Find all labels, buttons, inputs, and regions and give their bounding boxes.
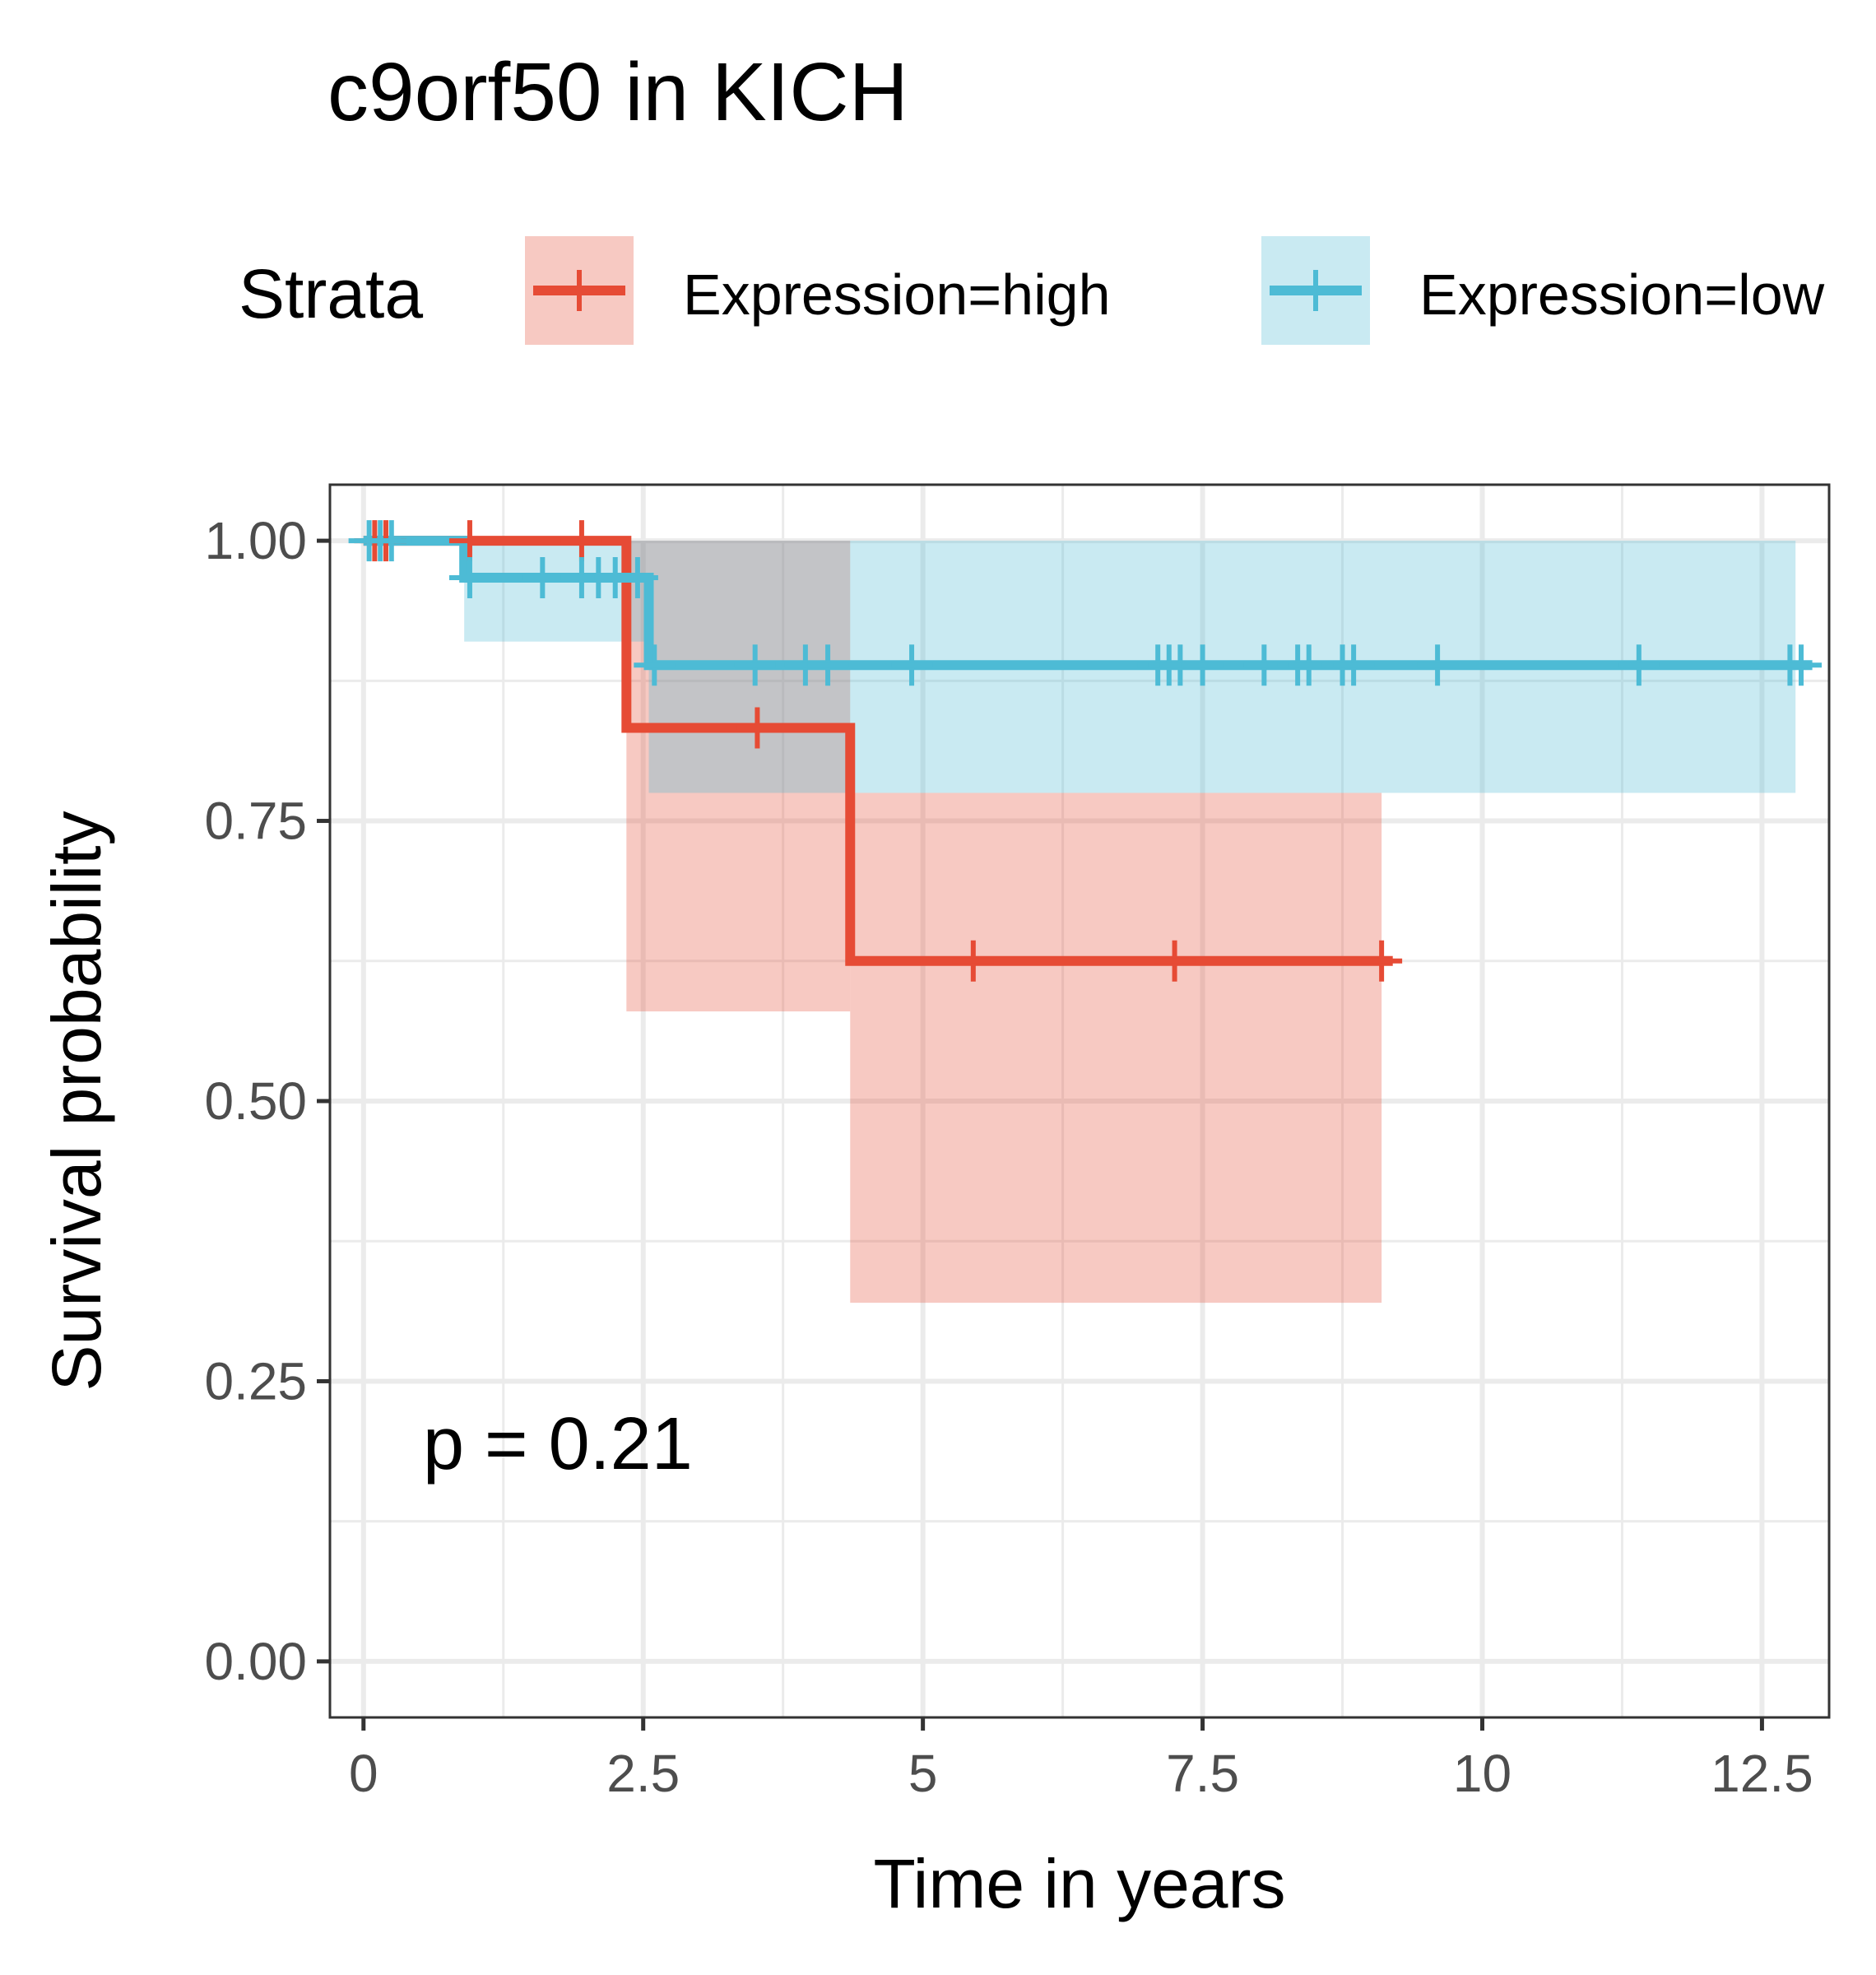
legend-label: Expression=high xyxy=(683,263,1111,327)
p-value-annotation: p = 0.21 xyxy=(423,1403,693,1485)
confidence-band xyxy=(464,541,649,642)
confidence-band xyxy=(850,792,1382,1304)
y-tick-label: 1.00 xyxy=(204,511,307,570)
legend: Strata Expression=high Expression=low xyxy=(239,236,1825,345)
x-tick-label: 7.5 xyxy=(1166,1744,1239,1803)
legend-title: Strata xyxy=(239,255,423,332)
x-tick-label: 12.5 xyxy=(1711,1744,1813,1803)
y-tick-label: 0.75 xyxy=(204,792,307,851)
y-axis-title: Survival probability xyxy=(38,811,115,1392)
chart-title: c9orf50 in KICH xyxy=(327,46,908,138)
x-tick-label: 2.5 xyxy=(606,1744,680,1803)
confidence-band xyxy=(626,541,851,1012)
y-tick-label: 0.00 xyxy=(204,1632,307,1691)
axes: 0 2.5 5 7.5 10 12.5 0.00 0.25 0.50 0.75 1.00 xyxy=(204,511,1813,1803)
y-tick-label: 0.25 xyxy=(204,1351,307,1410)
x-tick-label: 0 xyxy=(349,1744,378,1803)
censor-marks xyxy=(348,520,1823,982)
x-tick-label: 5 xyxy=(908,1744,938,1803)
grid xyxy=(330,485,1829,1717)
x-tick-label: 10 xyxy=(1453,1744,1511,1803)
legend-label: Expression=low xyxy=(1419,263,1825,327)
x-axis-title: Time in years xyxy=(873,1845,1285,1922)
y-tick-label: 0.50 xyxy=(204,1071,307,1131)
